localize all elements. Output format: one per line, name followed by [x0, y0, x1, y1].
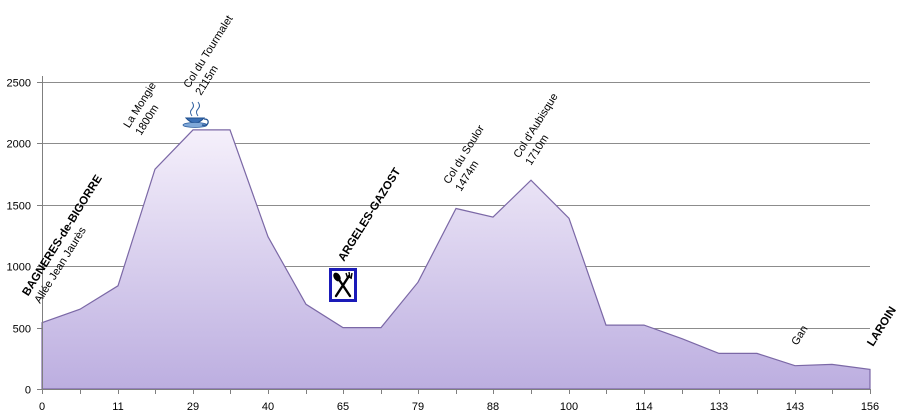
annotation-text: Gan — [789, 324, 810, 348]
y-tick-label: 0 — [25, 385, 31, 397]
annotation-text: ARGELES-GAZOST — [336, 166, 403, 263]
annotation-text: BAGNERES-de-BIGORRE — [20, 173, 105, 298]
annotation-text: LAROIN — [865, 305, 899, 349]
x-tick-label: 40 — [262, 401, 274, 413]
annotation-gan: Gan — [789, 324, 810, 348]
x-tick-label: 0 — [39, 401, 45, 413]
restaurant-icon — [329, 268, 357, 302]
x-tick-label: 88 — [487, 401, 499, 413]
x-tick-label: 65 — [337, 401, 349, 413]
y-tick-label: 500 — [13, 324, 31, 336]
annotation-laroin: LAROIN — [865, 305, 899, 349]
x-tick-label: 133 — [710, 401, 728, 413]
coffee-cup-icon — [182, 101, 209, 128]
x-tick-label: 29 — [187, 401, 199, 413]
x-tick-label: 156 — [861, 401, 879, 413]
x-tick-label: 11 — [112, 401, 123, 413]
icons — [182, 101, 357, 302]
x-tick-label: 79 — [412, 401, 424, 413]
y-tick-label: 2000 — [7, 139, 31, 151]
y-tick-label: 1000 — [7, 262, 31, 274]
elevation-area — [41, 129, 871, 390]
y-tick-label: 2500 — [7, 78, 31, 90]
annotation-argeles: ARGELES-GAZOST — [336, 166, 403, 263]
x-tick-label: 114 — [635, 401, 653, 413]
axes: 0 500 1000 1500 2000 2500 0 11 29 40 65 79 88 100 114 1… — [7, 76, 879, 413]
x-tick-label: 143 — [786, 401, 804, 413]
elevation-area-path — [41, 129, 871, 390]
x-tick-label: 100 — [560, 401, 578, 413]
y-tick-label: 1500 — [7, 201, 31, 213]
